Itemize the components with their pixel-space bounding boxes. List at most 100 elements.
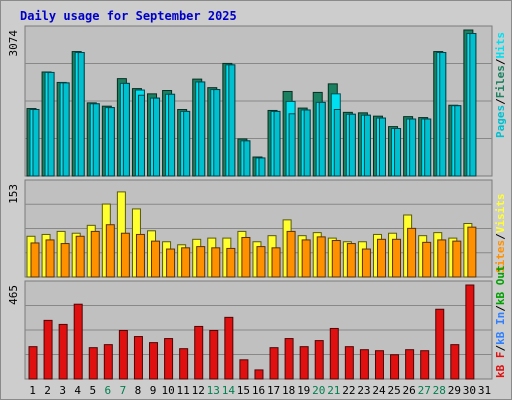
pages-bar-day-11 bbox=[183, 110, 191, 177]
kbf-bar-day-10 bbox=[164, 338, 174, 380]
pages-bar-day-2 bbox=[47, 71, 55, 177]
sites-bar-day-6 bbox=[105, 224, 115, 278]
sites-bar-day-3 bbox=[60, 243, 70, 278]
pages-bar-day-29 bbox=[454, 105, 462, 177]
kbf-bar-day-26 bbox=[405, 349, 415, 380]
axis-max-label-kbf: 465 bbox=[7, 285, 20, 305]
day-label-27: 27 bbox=[418, 384, 431, 397]
pages-bar-day-10 bbox=[168, 93, 176, 177]
day-label-30: 30 bbox=[463, 384, 476, 397]
sites-bar-day-24 bbox=[376, 238, 386, 278]
day-label-8: 8 bbox=[135, 384, 142, 397]
day-label-17: 17 bbox=[267, 384, 280, 397]
pages-bar-day-20 bbox=[318, 101, 326, 177]
day-label-10: 10 bbox=[161, 384, 174, 397]
pages-bar-day-12 bbox=[198, 81, 206, 177]
legend-entry-hits-files-pages-1: / bbox=[494, 98, 507, 105]
pages-bar-day-24 bbox=[378, 117, 386, 177]
pages-bar-day-26 bbox=[409, 118, 417, 177]
legend-kbf: kB F/kB In/kB Out bbox=[494, 265, 507, 378]
kbf-bar-day-30 bbox=[465, 284, 475, 380]
legend-entry-kbf-3: / bbox=[494, 305, 507, 312]
day-label-25: 25 bbox=[387, 384, 400, 397]
kbf-bar-day-17 bbox=[269, 347, 279, 380]
sites-bar-day-19 bbox=[301, 239, 311, 278]
kbf-bar-day-8 bbox=[133, 336, 143, 380]
legend-entry-hits-files-pages-3: / bbox=[494, 58, 507, 65]
kbf-bar-day-9 bbox=[149, 342, 159, 380]
kbf-bar-day-18 bbox=[284, 338, 294, 380]
day-label-4: 4 bbox=[74, 384, 81, 397]
kbf-bar-day-29 bbox=[450, 344, 460, 380]
kbf-bar-day-4 bbox=[73, 303, 83, 380]
legend-hits-files-pages: Pages/Files/Hits bbox=[494, 32, 507, 138]
sites-bar-day-14 bbox=[226, 247, 236, 278]
pages-bar-day-3 bbox=[62, 82, 70, 177]
day-label-1: 1 bbox=[29, 384, 36, 397]
day-label-31: 31 bbox=[478, 384, 491, 397]
chart-title: Daily usage for September 2025 bbox=[20, 9, 237, 23]
sites-bar-day-22 bbox=[346, 243, 356, 278]
pages-bar-day-6 bbox=[107, 107, 115, 177]
pages-bar-day-21 bbox=[333, 109, 341, 177]
sites-bar-day-23 bbox=[361, 248, 371, 278]
sites-bar-day-5 bbox=[90, 230, 100, 278]
legend-entry-kbf-4: kB Out bbox=[494, 265, 507, 305]
pages-bar-day-9 bbox=[153, 97, 161, 177]
kbf-bar-day-25 bbox=[390, 354, 400, 380]
sites-bar-day-29 bbox=[452, 240, 462, 278]
sites-bar-day-1 bbox=[30, 242, 40, 278]
kbf-bar-day-6 bbox=[103, 344, 113, 380]
day-label-16: 16 bbox=[252, 384, 265, 397]
day-label-19: 19 bbox=[297, 384, 310, 397]
pages-bar-day-15 bbox=[243, 140, 251, 177]
sites-bar-day-25 bbox=[392, 238, 402, 278]
sites-bar-day-21 bbox=[331, 240, 341, 278]
day-label-23: 23 bbox=[357, 384, 370, 397]
pages-bar-day-17 bbox=[273, 110, 281, 177]
legend-entry-hits-files-pages-0: Pages bbox=[494, 105, 507, 138]
sites-bar-day-10 bbox=[166, 248, 176, 278]
legend-entry-hits-files-pages-4: Hits bbox=[494, 32, 507, 59]
pages-bar-day-28 bbox=[439, 52, 447, 177]
kbf-bar-day-13 bbox=[209, 329, 219, 380]
pages-bar-day-22 bbox=[348, 113, 356, 177]
kbf-bar-day-27 bbox=[420, 350, 430, 380]
day-label-9: 9 bbox=[150, 384, 157, 397]
day-label-11: 11 bbox=[177, 384, 190, 397]
kbf-bar-day-3 bbox=[58, 323, 68, 380]
pages-bar-day-13 bbox=[213, 89, 221, 177]
day-label-2: 2 bbox=[44, 384, 51, 397]
sites-bar-day-18 bbox=[286, 230, 296, 278]
kbf-bar-day-28 bbox=[435, 308, 445, 380]
kbf-bar-day-16 bbox=[254, 369, 264, 380]
kbf-bar-day-19 bbox=[299, 346, 309, 380]
pages-bar-day-4 bbox=[77, 52, 85, 177]
pages-bar-day-18 bbox=[288, 113, 296, 177]
pages-bar-day-27 bbox=[424, 118, 432, 177]
day-label-24: 24 bbox=[372, 384, 386, 397]
day-label-26: 26 bbox=[403, 384, 416, 397]
day-label-3: 3 bbox=[59, 384, 66, 397]
day-label-7: 7 bbox=[120, 384, 127, 397]
legend-entry-hits-files-pages-2: Files bbox=[494, 65, 507, 98]
sites-bar-day-15 bbox=[241, 236, 251, 278]
day-label-6: 6 bbox=[105, 384, 112, 397]
legend-entry-kbf-2: kB In bbox=[494, 312, 507, 345]
axis-max-label-visits-sites: 153 bbox=[7, 184, 20, 204]
kbf-bar-day-14 bbox=[224, 316, 234, 380]
day-label-13: 13 bbox=[207, 384, 220, 397]
kbf-bar-day-24 bbox=[374, 350, 384, 380]
day-label-14: 14 bbox=[222, 384, 236, 397]
sites-bar-day-27 bbox=[422, 241, 432, 278]
kbf-bar-day-23 bbox=[359, 349, 369, 380]
sites-bar-day-12 bbox=[196, 246, 206, 278]
day-label-12: 12 bbox=[192, 384, 205, 397]
sites-bar-day-16 bbox=[256, 246, 266, 278]
kbf-bar-day-1 bbox=[28, 346, 38, 380]
pages-bar-day-7 bbox=[122, 82, 130, 177]
legend-visits-sites: Sites/Visits bbox=[494, 194, 507, 274]
day-label-18: 18 bbox=[282, 384, 295, 397]
